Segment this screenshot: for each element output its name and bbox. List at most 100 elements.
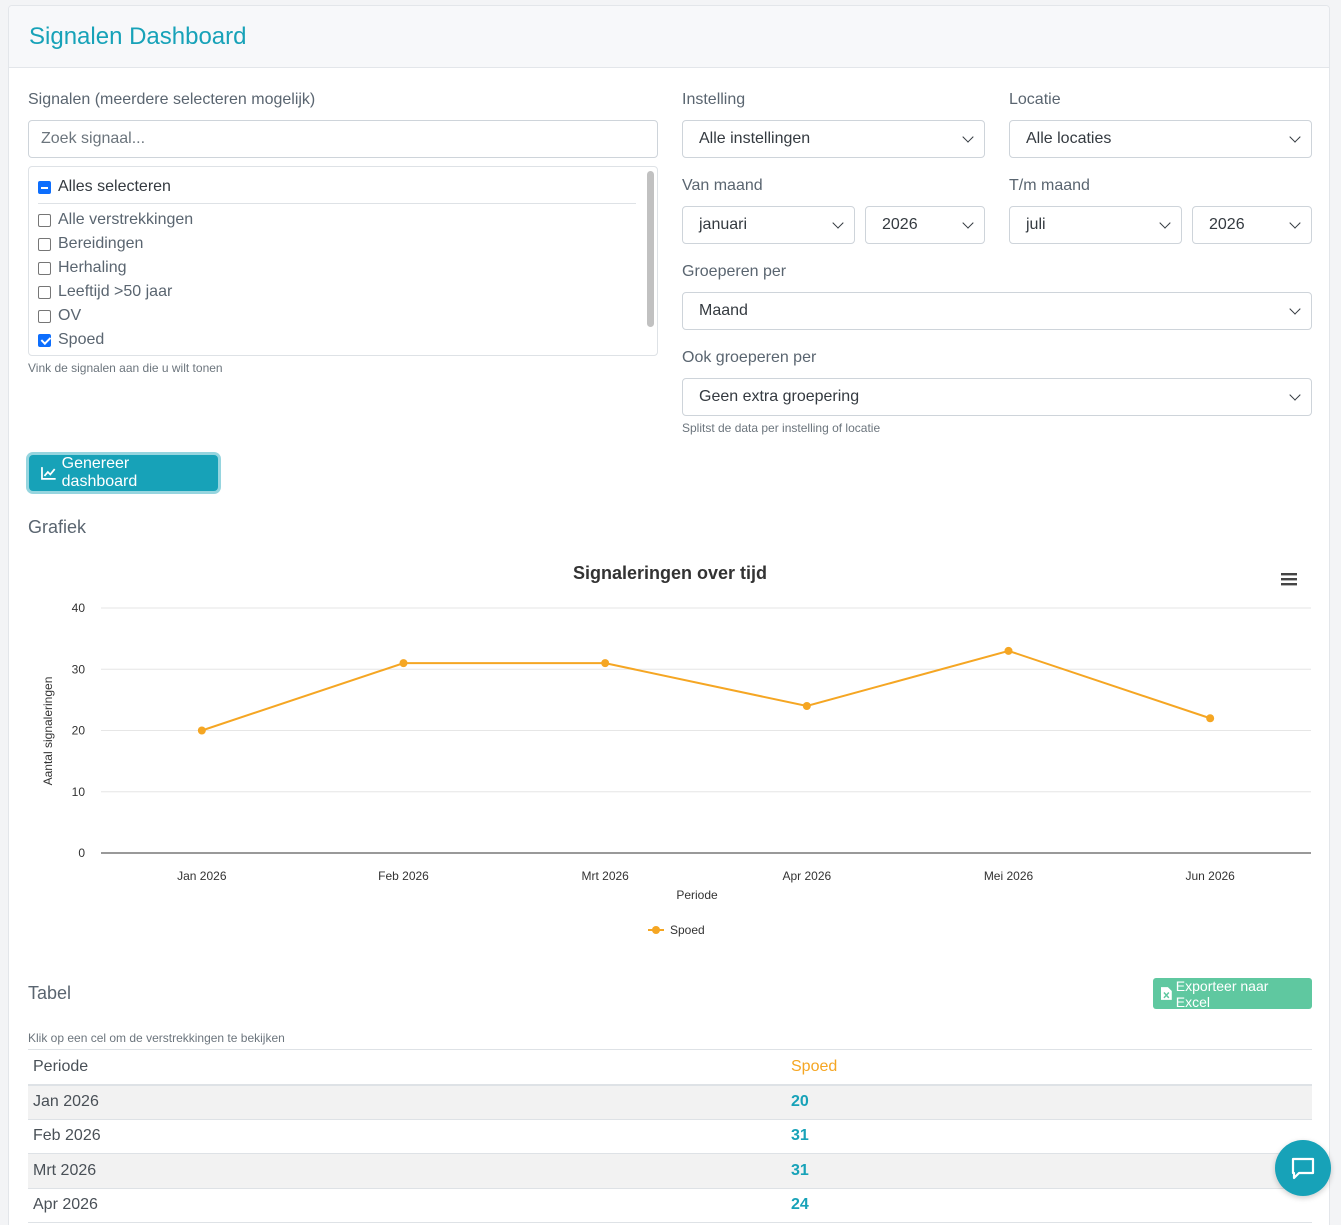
x-tick-label: Mei 2026	[984, 869, 1034, 883]
data-point[interactable]	[601, 659, 610, 668]
x-tick-label: Mrt 2026	[581, 869, 629, 883]
table-row: Apr 2026 24	[28, 1188, 1312, 1223]
van-year-select[interactable]: 2026	[865, 206, 985, 244]
column-header-periode: Periode	[28, 1049, 786, 1086]
instelling-value: Alle instellingen	[699, 130, 811, 147]
van-year-value: 2026	[882, 216, 918, 233]
group-value: Maand	[699, 302, 748, 319]
signal-option[interactable]: OV	[38, 304, 193, 328]
table-row: Feb 2026 31	[28, 1119, 1312, 1154]
signal-items: Alle verstrekkingen Bereidingen Herhaling L…	[38, 208, 193, 352]
dashboard-card: Signalen Dashboard Signalen (meerdere se…	[8, 5, 1330, 1225]
data-point[interactable]	[197, 726, 206, 735]
signal-option[interactable]: Herhaling	[38, 256, 193, 280]
export-label: Exporteer naar Excel	[1175, 977, 1269, 1010]
table-section-title: Tabel	[28, 983, 72, 1003]
van-month-select[interactable]: januari	[682, 206, 855, 244]
file-excel-icon	[1161, 987, 1172, 1000]
table-header-row: Periode Spoed	[28, 1049, 1312, 1086]
export-excel-button[interactable]: Exporteer naar Excel	[1153, 977, 1312, 1010]
signal-checkbox[interactable]	[38, 213, 51, 227]
instelling-select[interactable]: Alle instellingen	[682, 120, 985, 158]
data-point[interactable]	[1004, 646, 1013, 655]
list-scrollbar[interactable]	[647, 171, 654, 327]
card-header: Signalen Dashboard	[9, 6, 1329, 68]
column-header-spoed[interactable]: Spoed	[786, 1049, 1312, 1086]
group-label: Groeperen per	[682, 263, 787, 280]
y-tick-label: 40	[72, 601, 86, 615]
y-tick-label: 20	[72, 724, 86, 738]
select-all-row[interactable]: Alles selecteren	[38, 175, 171, 199]
signal-option[interactable]: Leeftijd >50 jaar	[38, 280, 193, 304]
table-cell-value[interactable]: 31	[786, 1153, 1312, 1189]
tm-maand-label: T/m maand	[1009, 177, 1090, 194]
list-divider	[38, 203, 636, 204]
extra-group-value: Geen extra groepering	[699, 388, 860, 405]
legend-label: Spoed	[670, 923, 705, 937]
chart-section-title: Grafiek	[28, 517, 87, 537]
tm-month-select[interactable]: juli	[1009, 206, 1182, 244]
data-point[interactable]	[1206, 714, 1215, 723]
chevron-down-icon	[962, 216, 974, 229]
line-chart: Signaleringen over tijd 0 10 20 30 40 Jan 20…	[41, 563, 1311, 937]
chevron-down-icon	[1289, 216, 1301, 229]
signal-option[interactable]: Bereidingen	[38, 232, 193, 256]
signal-checkbox[interactable]	[38, 309, 51, 323]
table-cell-periode: Mrt 2026	[28, 1153, 786, 1189]
signal-list[interactable]: Alles selecteren Alle verstrekkingen Bere…	[28, 166, 658, 356]
data-point[interactable]	[399, 659, 408, 668]
x-tick-label: Feb 2026	[378, 869, 429, 883]
chevron-down-icon	[1289, 302, 1301, 315]
table-cell-value[interactable]: 31	[786, 1119, 1312, 1154]
chevron-down-icon	[962, 130, 974, 143]
x-tick-label: Apr 2026	[782, 869, 831, 883]
table-row: Jan 2026 20	[28, 1084, 1312, 1120]
series-line-spoed	[201, 649, 1211, 732]
group-select[interactable]: Maand	[682, 292, 1312, 330]
legend-item[interactable]: Spoed	[648, 923, 705, 937]
table-cell-value[interactable]: 20	[786, 1084, 1312, 1120]
generate-dashboard-button[interactable]: Genereer dashboard	[29, 455, 218, 491]
select-all-label: Alles selecteren	[58, 178, 171, 195]
y-axis-label: Aantal signaleringen	[41, 677, 55, 786]
tm-year-select[interactable]: 2026	[1192, 206, 1312, 244]
locatie-select[interactable]: Alle locaties	[1009, 120, 1312, 158]
signal-option-label: Herhaling	[58, 259, 127, 276]
tm-month-value: juli	[1026, 216, 1046, 233]
signal-option-label: OV	[58, 307, 82, 324]
data-point[interactable]	[802, 702, 811, 710]
data-table: Periode Spoed Jan 2026 20 Feb 2026 31 Mrt 20…	[28, 1049, 1312, 1223]
x-tick-label: Jun 2026	[1185, 869, 1235, 883]
signal-option[interactable]: Spoed	[38, 328, 193, 352]
table-cell-value[interactable]: 24	[786, 1188, 1312, 1223]
signal-option[interactable]: Alle verstrekkingen	[38, 208, 193, 232]
table-cell-periode: Apr 2026	[28, 1188, 786, 1223]
extra-group-select[interactable]: Geen extra groepering	[682, 378, 1312, 416]
signal-checkbox[interactable]	[38, 237, 51, 251]
chart-line-icon	[41, 467, 56, 480]
signal-option-label: Bereidingen	[58, 235, 144, 252]
chevron-down-icon	[1289, 388, 1301, 401]
locatie-label: Locatie	[1009, 91, 1061, 108]
signal-option-label: Leeftijd >50 jaar	[58, 283, 173, 300]
table-row: Mrt 2026 31	[28, 1153, 1312, 1189]
x-tick-label: Jan 2026	[177, 869, 227, 883]
chat-button[interactable]	[1275, 1140, 1331, 1196]
select-all-checkbox[interactable]	[38, 180, 51, 194]
signal-checkbox[interactable]	[38, 285, 51, 299]
tm-year-value: 2026	[1209, 216, 1245, 233]
table-cell-periode: Jan 2026	[28, 1084, 786, 1120]
chevron-down-icon	[1159, 216, 1171, 229]
chat-icon	[1291, 1157, 1315, 1180]
locatie-value: Alle locaties	[1026, 130, 1112, 147]
chevron-down-icon	[832, 216, 844, 229]
signal-search-input[interactable]: Zoek signaal...	[28, 120, 658, 158]
data-table-wrapper: Periode Spoed Jan 2026 20 Feb 2026 31 Mrt 20…	[28, 1049, 1312, 1223]
y-tick-label: 10	[72, 785, 86, 799]
signal-checkbox[interactable]	[38, 333, 51, 347]
menu-icon[interactable]	[1281, 573, 1297, 586]
extra-group-help: Splitst de data per instelling of locati…	[682, 421, 881, 435]
signal-checkbox[interactable]	[38, 261, 51, 275]
van-month-value: januari	[699, 216, 748, 233]
signals-label: Signalen (meerdere selecteren mogelijk)	[28, 91, 316, 108]
